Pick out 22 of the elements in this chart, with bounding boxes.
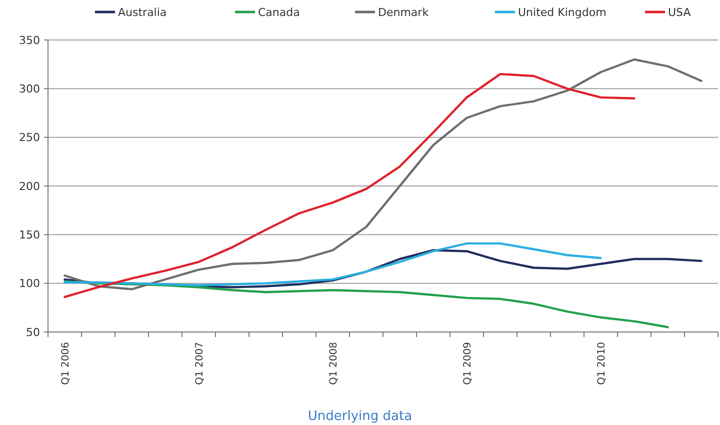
legend-label: Denmark (378, 6, 430, 19)
line-series (64, 72, 636, 298)
y-tick-label: 50 (26, 326, 40, 339)
y-tick-label: 150 (19, 228, 40, 242)
y-tick-label: 350 (19, 34, 40, 47)
text: Underlying data (308, 409, 412, 424)
line-series (64, 58, 702, 290)
legend-label: Australia (118, 6, 167, 19)
x-tick-label: Q1 2006 (60, 342, 72, 385)
x-tick-label: Q1 2009 (462, 342, 474, 385)
legend-label: Canada (258, 6, 300, 19)
y-tick-label: 200 (19, 180, 40, 193)
x-tick-label: Q1 2010 (596, 342, 608, 385)
x-tick-label: Q1 2007 (194, 342, 206, 385)
legend-label: USA (668, 6, 692, 19)
legend-label: United Kingdom (518, 6, 606, 19)
y-tick-label: 100 (19, 277, 40, 290)
line-series (64, 280, 669, 328)
line-series (64, 242, 602, 286)
x-tick-label: Q1 2008 (328, 342, 340, 385)
y-tick-label: 300 (19, 82, 40, 96)
y-tick-label: 250 (19, 131, 40, 144)
